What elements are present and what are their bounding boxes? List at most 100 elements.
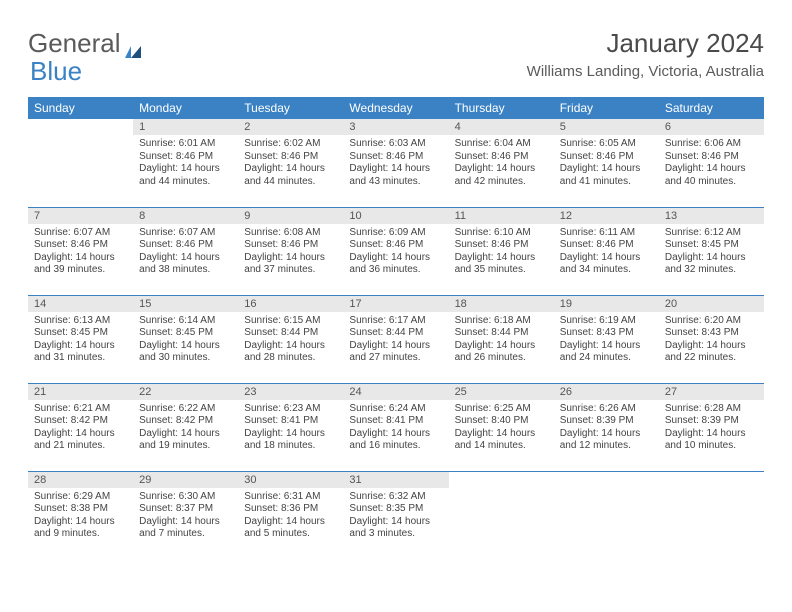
day-number: 25	[449, 384, 554, 400]
day-details: Sunrise: 6:24 AMSunset: 8:41 PMDaylight:…	[343, 400, 448, 455]
day-sunset: Sunset: 8:41 PM	[244, 415, 337, 428]
day-number: 9	[238, 208, 343, 224]
day-day2: and 39 minutes.	[34, 264, 127, 277]
day-day1: Daylight: 14 hours	[244, 516, 337, 529]
calendar-day-cell: 23Sunrise: 6:23 AMSunset: 8:41 PMDayligh…	[238, 383, 343, 471]
day-day2: and 40 minutes.	[665, 176, 758, 189]
day-number: 8	[133, 208, 238, 224]
day-day2: and 44 minutes.	[244, 176, 337, 189]
day-details: Sunrise: 6:01 AMSunset: 8:46 PMDaylight:…	[133, 135, 238, 190]
day-details: Sunrise: 6:22 AMSunset: 8:42 PMDaylight:…	[133, 400, 238, 455]
calendar-day-cell: .	[449, 471, 554, 559]
day-day1: Daylight: 14 hours	[349, 516, 442, 529]
day-details: Sunrise: 6:06 AMSunset: 8:46 PMDaylight:…	[659, 135, 764, 190]
calendar-day-cell: 29Sunrise: 6:30 AMSunset: 8:37 PMDayligh…	[133, 471, 238, 559]
day-sunrise: Sunrise: 6:08 AM	[244, 227, 337, 240]
day-number: 24	[343, 384, 448, 400]
day-details: Sunrise: 6:14 AMSunset: 8:45 PMDaylight:…	[133, 312, 238, 367]
day-day1: Daylight: 14 hours	[665, 163, 758, 176]
day-sunset: Sunset: 8:39 PM	[560, 415, 653, 428]
day-sunset: Sunset: 8:46 PM	[455, 239, 548, 252]
day-sunset: Sunset: 8:46 PM	[139, 239, 232, 252]
day-sunrise: Sunrise: 6:12 AM	[665, 227, 758, 240]
day-number: 16	[238, 296, 343, 312]
day-details: Sunrise: 6:17 AMSunset: 8:44 PMDaylight:…	[343, 312, 448, 367]
day-day1: Daylight: 14 hours	[244, 163, 337, 176]
day-day2: and 22 minutes.	[665, 352, 758, 365]
day-day2: and 14 minutes.	[455, 440, 548, 453]
calendar-day-cell: 3Sunrise: 6:03 AMSunset: 8:46 PMDaylight…	[343, 119, 448, 207]
calendar-day-cell: 11Sunrise: 6:10 AMSunset: 8:46 PMDayligh…	[449, 207, 554, 295]
day-sunset: Sunset: 8:45 PM	[139, 327, 232, 340]
day-details: Sunrise: 6:10 AMSunset: 8:46 PMDaylight:…	[449, 224, 554, 279]
day-sunrise: Sunrise: 6:30 AM	[139, 491, 232, 504]
day-day2: and 21 minutes.	[34, 440, 127, 453]
calendar-body: . 1Sunrise: 6:01 AMSunset: 8:46 PMDayligh…	[28, 119, 764, 559]
day-day1: Daylight: 14 hours	[560, 340, 653, 353]
calendar-day-cell: 15Sunrise: 6:14 AMSunset: 8:45 PMDayligh…	[133, 295, 238, 383]
day-day1: Daylight: 14 hours	[560, 252, 653, 265]
day-day1: Daylight: 14 hours	[665, 340, 758, 353]
day-number: 1	[133, 119, 238, 135]
day-day1: Daylight: 14 hours	[349, 340, 442, 353]
day-day1: Daylight: 14 hours	[34, 340, 127, 353]
day-details: Sunrise: 6:03 AMSunset: 8:46 PMDaylight:…	[343, 135, 448, 190]
day-details: Sunrise: 6:20 AMSunset: 8:43 PMDaylight:…	[659, 312, 764, 367]
day-day1: Daylight: 14 hours	[244, 340, 337, 353]
day-day1: Daylight: 14 hours	[455, 163, 548, 176]
day-sunset: Sunset: 8:36 PM	[244, 503, 337, 516]
calendar-page: General January 2024 Williams Landing, V…	[0, 0, 792, 612]
calendar-day-cell: 28Sunrise: 6:29 AMSunset: 8:38 PMDayligh…	[28, 471, 133, 559]
day-day1: Daylight: 14 hours	[560, 428, 653, 441]
day-day2: and 30 minutes.	[139, 352, 232, 365]
calendar-week-row: 7Sunrise: 6:07 AMSunset: 8:46 PMDaylight…	[28, 207, 764, 295]
day-sunrise: Sunrise: 6:09 AM	[349, 227, 442, 240]
day-day2: and 31 minutes.	[34, 352, 127, 365]
day-sunset: Sunset: 8:38 PM	[34, 503, 127, 516]
calendar-day-cell: 30Sunrise: 6:31 AMSunset: 8:36 PMDayligh…	[238, 471, 343, 559]
day-number: 5	[554, 119, 659, 135]
day-number: 23	[238, 384, 343, 400]
day-day1: Daylight: 14 hours	[455, 428, 548, 441]
day-sunset: Sunset: 8:46 PM	[34, 239, 127, 252]
day-details: Sunrise: 6:15 AMSunset: 8:44 PMDaylight:…	[238, 312, 343, 367]
day-details: Sunrise: 6:26 AMSunset: 8:39 PMDaylight:…	[554, 400, 659, 455]
day-sunset: Sunset: 8:45 PM	[665, 239, 758, 252]
calendar-day-cell: 24Sunrise: 6:24 AMSunset: 8:41 PMDayligh…	[343, 383, 448, 471]
calendar-day-cell: 25Sunrise: 6:25 AMSunset: 8:40 PMDayligh…	[449, 383, 554, 471]
logo-text-general: General	[28, 28, 121, 59]
day-sunset: Sunset: 8:44 PM	[244, 327, 337, 340]
day-day2: and 19 minutes.	[139, 440, 232, 453]
day-sunset: Sunset: 8:35 PM	[349, 503, 442, 516]
calendar-table: SundayMondayTuesdayWednesdayThursdayFrid…	[28, 97, 764, 559]
day-sunset: Sunset: 8:40 PM	[455, 415, 548, 428]
weekday-header: Wednesday	[343, 97, 448, 119]
day-sunset: Sunset: 8:42 PM	[139, 415, 232, 428]
calendar-day-cell: .	[554, 471, 659, 559]
day-sunset: Sunset: 8:37 PM	[139, 503, 232, 516]
day-sunset: Sunset: 8:46 PM	[244, 239, 337, 252]
day-day2: and 7 minutes.	[139, 528, 232, 541]
day-sunset: Sunset: 8:46 PM	[349, 151, 442, 164]
day-sunrise: Sunrise: 6:21 AM	[34, 403, 127, 416]
day-details: Sunrise: 6:04 AMSunset: 8:46 PMDaylight:…	[449, 135, 554, 190]
day-number: 14	[28, 296, 133, 312]
day-number: 26	[554, 384, 659, 400]
day-number: 13	[659, 208, 764, 224]
logo: General	[28, 28, 143, 59]
day-details: Sunrise: 6:28 AMSunset: 8:39 PMDaylight:…	[659, 400, 764, 455]
calendar-day-cell: 20Sunrise: 6:20 AMSunset: 8:43 PMDayligh…	[659, 295, 764, 383]
day-sunrise: Sunrise: 6:11 AM	[560, 227, 653, 240]
calendar-day-cell: 5Sunrise: 6:05 AMSunset: 8:46 PMDaylight…	[554, 119, 659, 207]
day-sunset: Sunset: 8:46 PM	[560, 151, 653, 164]
day-number: 10	[343, 208, 448, 224]
day-day1: Daylight: 14 hours	[139, 252, 232, 265]
day-sunrise: Sunrise: 6:14 AM	[139, 315, 232, 328]
calendar-day-cell: 18Sunrise: 6:18 AMSunset: 8:44 PMDayligh…	[449, 295, 554, 383]
day-number: 2	[238, 119, 343, 135]
day-details: Sunrise: 6:31 AMSunset: 8:36 PMDaylight:…	[238, 488, 343, 543]
day-day1: Daylight: 14 hours	[139, 163, 232, 176]
day-details: Sunrise: 6:07 AMSunset: 8:46 PMDaylight:…	[133, 224, 238, 279]
day-day1: Daylight: 14 hours	[244, 428, 337, 441]
day-sunset: Sunset: 8:45 PM	[34, 327, 127, 340]
